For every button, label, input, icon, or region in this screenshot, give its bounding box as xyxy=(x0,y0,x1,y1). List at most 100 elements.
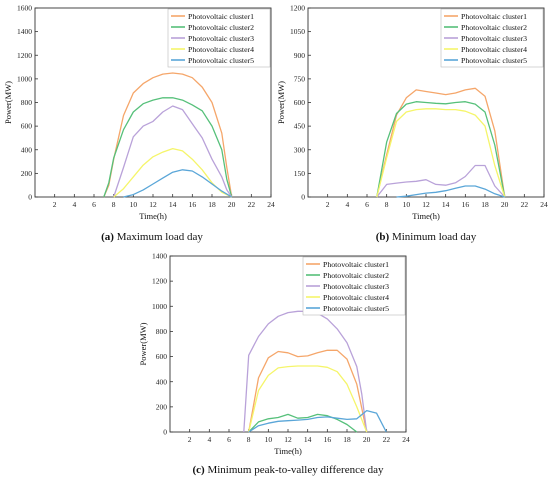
y-tick-label: 600 xyxy=(156,352,168,361)
series-line-cluster4 xyxy=(248,365,368,433)
y-tick-label: 600 xyxy=(21,122,33,131)
x-tick-label: 16 xyxy=(189,200,197,209)
series-line-cluster5 xyxy=(123,169,233,198)
y-tick-label: 1400 xyxy=(152,252,167,261)
y-tick-label: 0 xyxy=(163,428,167,437)
x-axis-label: Time(h) xyxy=(412,211,440,221)
legend-label: Photovoltaic cluster2 xyxy=(323,271,389,280)
series-line-cluster1 xyxy=(103,72,233,198)
caption-tag: (a) xyxy=(101,231,114,243)
y-tick-label: 400 xyxy=(156,377,168,386)
legend-label: Photovoltaic cluster3 xyxy=(323,282,389,291)
y-tick-label: 300 xyxy=(294,145,306,154)
x-tick-label: 20 xyxy=(363,435,371,444)
legend: Photovoltaic cluster1 Photovoltaic cluste… xyxy=(302,256,406,316)
x-tick-label: 12 xyxy=(149,200,157,209)
caption-text: Minimum peak-to-valley difference day xyxy=(205,464,384,476)
legend-label: Photovoltaic cluster1 xyxy=(188,12,254,21)
x-tick-label: 18 xyxy=(208,200,216,209)
x-tick-label: 2 xyxy=(188,435,192,444)
x-tick-label: 16 xyxy=(462,200,470,209)
caption-text: Maximum load day xyxy=(114,231,203,243)
series-line-cluster4 xyxy=(376,108,506,198)
series-line-cluster2 xyxy=(103,97,233,198)
caption-text: Minimum load day xyxy=(389,231,477,243)
x-tick-label: 20 xyxy=(228,200,236,209)
x-tick-label: 24 xyxy=(540,200,548,209)
x-axis-label: Time(h) xyxy=(139,211,167,221)
y-tick-label: 1050 xyxy=(290,27,305,36)
x-tick-label: 12 xyxy=(284,435,292,444)
y-tick-label: 0 xyxy=(28,193,32,202)
legend-label: Photovoltaic cluster4 xyxy=(323,293,389,302)
x-tick-label: 18 xyxy=(343,435,351,444)
x-tick-label: 16 xyxy=(324,435,332,444)
x-tick-label: 6 xyxy=(365,200,369,209)
x-tick-label: 8 xyxy=(112,200,116,209)
y-axis-label: Power(MW) xyxy=(276,81,286,124)
x-tick-label: 14 xyxy=(169,200,177,209)
y-tick-label: 1200 xyxy=(17,51,32,60)
x-tick-label: 2 xyxy=(326,200,330,209)
x-tick-label: 10 xyxy=(265,435,273,444)
y-axis-label: Power(MW) xyxy=(138,322,148,365)
series-line-cluster5 xyxy=(248,409,387,433)
y-tick-label: 1000 xyxy=(152,302,167,311)
series-line-cluster1 xyxy=(376,87,506,198)
x-tick-label: 8 xyxy=(247,435,251,444)
y-tick-label: 1600 xyxy=(17,4,32,13)
legend-label: Photovoltaic cluster2 xyxy=(188,23,254,32)
legend-label: Photovoltaic cluster5 xyxy=(461,56,527,65)
chart-caption: (a) Maximum load day xyxy=(101,231,203,243)
x-tick-label: 22 xyxy=(383,435,391,444)
x-tick-label: 14 xyxy=(442,200,450,209)
y-tick-label: 750 xyxy=(294,74,306,83)
series-line-cluster3 xyxy=(376,164,506,198)
x-tick-label: 18 xyxy=(481,200,489,209)
x-axis-label: Time(h) xyxy=(274,446,302,456)
series-line-cluster3 xyxy=(113,105,233,198)
legend-label: Photovoltaic cluster2 xyxy=(461,23,527,32)
chart-caption: (c) Minimum peak-to-valley difference da… xyxy=(192,464,384,476)
legend-label: Photovoltaic cluster3 xyxy=(188,34,254,43)
series-line-cluster1 xyxy=(248,349,368,433)
x-tick-label: 4 xyxy=(207,435,211,444)
legend-label: Photovoltaic cluster1 xyxy=(461,12,527,21)
series-line-cluster4 xyxy=(113,147,232,198)
x-tick-label: 22 xyxy=(248,200,256,209)
x-tick-label: 10 xyxy=(403,200,411,209)
y-tick-label: 800 xyxy=(156,327,168,336)
y-tick-label: 200 xyxy=(156,402,168,411)
x-tick-label: 4 xyxy=(345,200,349,209)
x-tick-label: 10 xyxy=(130,200,138,209)
legend: Photovoltaic cluster1 Photovoltaic cluste… xyxy=(440,8,544,68)
y-tick-label: 450 xyxy=(294,122,306,131)
y-tick-label: 400 xyxy=(21,145,33,154)
chart-caption: (b) Minimum load day xyxy=(376,231,477,243)
y-tick-label: 1200 xyxy=(152,277,167,286)
y-tick-label: 0 xyxy=(301,193,305,202)
y-axis-label: Power(MW) xyxy=(3,81,13,124)
x-tick-label: 20 xyxy=(501,200,509,209)
legend-label: Photovoltaic cluster1 xyxy=(323,260,389,269)
y-tick-label: 1400 xyxy=(17,27,32,36)
caption-tag: (c) xyxy=(192,464,205,476)
x-tick-label: 4 xyxy=(72,200,76,209)
legend: Photovoltaic cluster1 Photovoltaic cluste… xyxy=(167,8,271,68)
x-tick-label: 22 xyxy=(521,200,529,209)
y-tick-label: 800 xyxy=(21,98,33,107)
caption-tag: (b) xyxy=(376,231,390,243)
y-tick-label: 150 xyxy=(294,169,306,178)
x-tick-label: 6 xyxy=(227,435,231,444)
y-tick-label: 600 xyxy=(294,98,306,107)
series-line-cluster2 xyxy=(248,413,358,433)
legend-label: Photovoltaic cluster4 xyxy=(188,45,254,54)
legend-label: Photovoltaic cluster4 xyxy=(461,45,527,54)
series-line-cluster5 xyxy=(396,185,505,198)
legend-label: Photovoltaic cluster5 xyxy=(323,304,389,313)
x-tick-label: 24 xyxy=(267,200,275,209)
x-tick-label: 8 xyxy=(385,200,389,209)
